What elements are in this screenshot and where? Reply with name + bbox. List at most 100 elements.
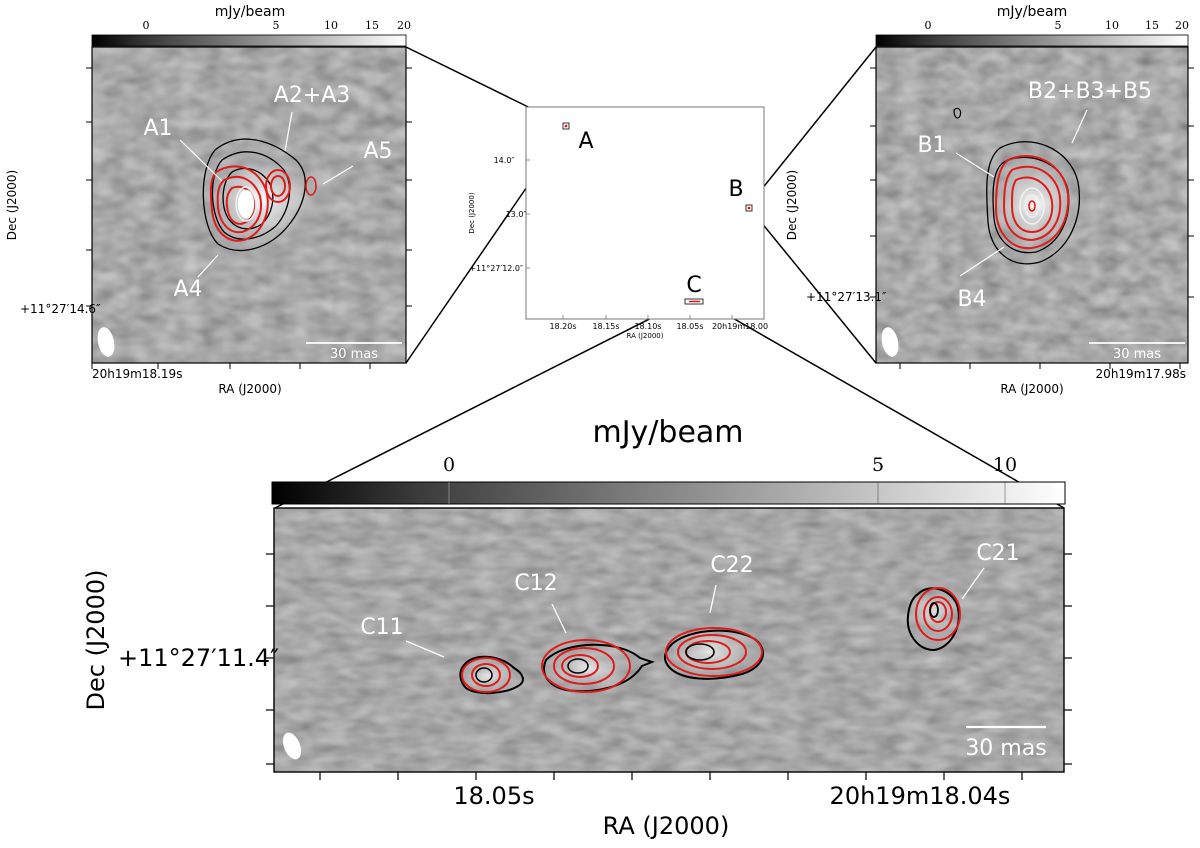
panel-b-frame (875, 46, 1189, 364)
connector-c-left (274, 300, 686, 509)
panel-c-label-c11: C11 (360, 615, 403, 640)
panel-c-c11-red (471, 663, 501, 687)
panel-c-label-c22: C22 (710, 553, 753, 578)
connector-b-top (748, 46, 877, 206)
panel-c-colorbar-tick: 5 (872, 454, 884, 476)
panel-a-label-a1: A1 (143, 116, 172, 141)
panel-b-contour-white (1019, 187, 1045, 225)
panel-c-annotations (405, 567, 985, 658)
panel-a-core (237, 189, 255, 219)
panel-c-pointer-c12 (551, 603, 567, 634)
connector-b-bottom (751, 210, 877, 364)
panel-c-c22-red (677, 634, 747, 670)
panel-c-c22-black (664, 629, 764, 680)
overview-xtick: 18.05s (676, 322, 703, 331)
panel-c-c12-black-inner (567, 658, 589, 674)
panel-a-colorbar: mJy/beam 0 5 10 15 20 (91, 4, 411, 47)
panel-a-annotations (179, 111, 354, 278)
panel-c-c21-red (915, 587, 961, 641)
panel-c-frame (273, 507, 1065, 773)
panel-a-ylabel: Dec (J2000) (5, 170, 19, 240)
overview-xtick: 18.15s (592, 322, 619, 331)
panel-b-contour-red (1002, 165, 1062, 242)
panel-b: mJy/beam 0 5 10 15 20 B2+B3+B5 B1 (785, 4, 1194, 396)
panel-a-colorbar-tick: 5 (273, 19, 280, 32)
panel-c-colorbar-tick: 0 (443, 454, 455, 476)
panel-a-glow (187, 138, 337, 262)
panel-b-contour-white (1024, 194, 1040, 218)
panel-b-core (1028, 200, 1036, 212)
panel-a-contour-red (305, 176, 317, 196)
panel-c-beam (282, 732, 302, 760)
panel-b-pointer-b4 (959, 246, 1005, 277)
panel-b-ylabel: Dec (J2000) (785, 170, 799, 240)
panel-a-beam (97, 327, 115, 357)
overview-ticks (526, 159, 733, 319)
overview-ylabel: Dec (J2000) (468, 192, 476, 233)
panel-a-label-a2a3: A2+A3 (274, 83, 351, 108)
panel-b-pointer-b1 (955, 152, 995, 178)
panel-a-ticks (86, 67, 412, 369)
panel-c-c21-red (923, 596, 953, 632)
overview-region-label-c: C (686, 273, 701, 298)
panel-a-scalebar-label: 30 mas (330, 347, 378, 362)
overview-xtick: 18.20s (549, 322, 576, 331)
panel-c-c12-red (541, 639, 631, 693)
panel-c: mJy/beam 0 5 10 (82, 415, 1072, 840)
panel-a-xtick-label: 20h19m18.19s (92, 367, 182, 381)
overview-xlabel: RA (J2000) (627, 332, 664, 340)
overview-region-b-dot (747, 206, 751, 210)
panel-c-label-c12: C12 (514, 571, 557, 596)
panel-a-contour-red (216, 175, 262, 234)
panel-c-contours (459, 587, 961, 694)
panel-c-xtick-label: 20h19m18.04s (830, 782, 1011, 810)
panel-a-colorbar-unit: mJy/beam (215, 4, 286, 20)
overview-region-a-dot (564, 124, 568, 128)
panel-c-colorbar-unit: mJy/beam (592, 415, 743, 450)
panel-c-xtick-label: 18.05s (453, 782, 534, 810)
connector-c-right (702, 300, 1065, 509)
panel-b-colorbar-bar (875, 34, 1189, 47)
panel-b-glow (974, 144, 1094, 264)
connector-lines (274, 46, 1065, 509)
panel-b-ticks (870, 67, 1194, 369)
panel-a-label-a4: A4 (173, 277, 202, 302)
panel-b-label-b1: B1 (917, 133, 946, 158)
panel-b-contour-red (994, 155, 1070, 250)
panel-c-c22-black-inner (685, 643, 715, 661)
panel-a-pointer-a4 (197, 254, 219, 278)
panel-b-ytick-label: +11°27′13.1″ (806, 290, 887, 304)
panel-c-colorbar: mJy/beam 0 5 10 (271, 415, 1066, 505)
panel-a-contours (202, 138, 317, 252)
panel-b-xtick-label: 20h19m17.98s (1096, 367, 1186, 381)
panel-b-contours (953, 107, 1080, 265)
panel-b-contour-black (986, 141, 1080, 265)
panel-b-label-b4: B4 (957, 287, 986, 312)
overview-region-b-marker (745, 204, 753, 212)
panel-a-pointer-a2a3 (284, 111, 293, 152)
panel-a-contour-red (265, 169, 291, 203)
panel-c-c12-red (553, 647, 615, 685)
panel-b-pointer-b2 (1071, 109, 1088, 144)
panel-a-xlabel: RA (J2000) (218, 382, 281, 396)
overview-region-c-marker (684, 298, 704, 305)
panel-a-pointer-a5 (322, 165, 354, 185)
panel-a-frame (91, 46, 407, 364)
panel-c-c22-red (665, 627, 763, 677)
panel-b-colorbar-unit: mJy/beam (997, 4, 1068, 20)
panel-b-label-b2b3b5: B2+B3+B5 (1028, 79, 1152, 104)
panel-c-c12-black (543, 643, 655, 693)
panel-b-scalebar-label: 30 mas (1113, 347, 1161, 362)
panel-b-colorbar-tick: 10 (1105, 19, 1119, 32)
panel-b-colorbar-tick: 5 (1055, 19, 1062, 32)
panel-a-contour-red (209, 165, 269, 242)
panel-c-c12-red (561, 654, 599, 678)
panel-c-scalebar-label: 30 mas (965, 736, 1046, 761)
panel-c-ylabel: Dec (J2000) (82, 570, 110, 711)
overview-region-label-b: B (728, 177, 743, 202)
panel-a-colorbar-bar (91, 34, 407, 47)
panel-b-colorbar: mJy/beam 0 5 10 15 20 (875, 4, 1189, 47)
panel-a: mJy/beam 0 5 10 15 20 (5, 4, 412, 396)
panel-a-colorbar-tick: 10 (324, 19, 338, 32)
overview-panel: 14.0″ 13.0″ +11°27′12.0″ Dec (J2000) 18.… (468, 106, 768, 340)
